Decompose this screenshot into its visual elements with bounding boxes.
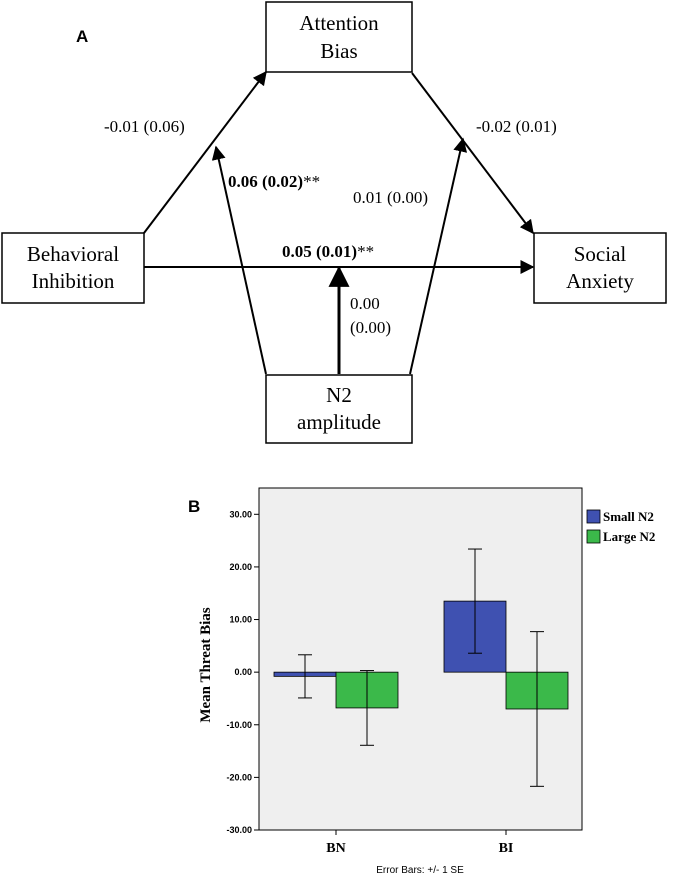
arrow-bi-to-ab (143, 70, 267, 234)
coef-n2-mod-c-se: (0.00) (350, 318, 391, 337)
node-behavioral-inhibition: Behavioral Inhibition (1, 232, 145, 304)
svg-text:amplitude: amplitude (297, 410, 381, 434)
coef-n2-mod-b: 0.01 (0.00) (353, 188, 428, 207)
coef-ab-to-sa: -0.02 (0.01) (476, 117, 557, 136)
svg-text:Bias: Bias (320, 39, 357, 63)
node-n2-amplitude: N2 amplitude (265, 374, 413, 444)
coef-bi-to-ab: -0.01 (0.06) (104, 117, 185, 136)
coef-bi-to-sa: 0.05 (0.01)** (282, 242, 374, 261)
arrow-n2-mod-b (409, 137, 468, 375)
legend-label-small: Small N2 (603, 509, 654, 524)
y-axis-title: Mean Threat Bias (198, 607, 214, 722)
y-tick-label: 30.00 (229, 509, 252, 519)
legend-swatch-small (586, 509, 601, 524)
svg-text:N2: N2 (326, 383, 352, 407)
error-bars-note: Error Bars: +/- 1 SE (376, 865, 464, 876)
error-bar-bn-small (298, 654, 312, 699)
y-tick-label: -30.00 (226, 825, 252, 835)
error-bar-bi-small (468, 548, 482, 654)
y-axis: 30.00 20.00 10.00 0.00 -10.00 -20.00 -30.00 (226, 509, 259, 835)
svg-text:Social: Social (574, 242, 627, 266)
arrow-n2-mod-a (211, 145, 267, 375)
node-social-anxiety: Social Anxiety (533, 232, 667, 304)
bars (273, 548, 569, 787)
coef-n2-mod-a: 0.06 (0.02)** (228, 172, 320, 191)
y-tick-label: 10.00 (229, 615, 252, 625)
path-arrows (143, 70, 535, 375)
plot-area (258, 487, 583, 831)
svg-text:Inhibition: Inhibition (32, 269, 115, 293)
panel-b: B 30.0020.0010.000.00-10.00-20.00-30.00 … (188, 487, 655, 876)
y-tick-label: -20.00 (226, 772, 252, 782)
error-bar-bi-large (530, 631, 544, 787)
legend: Small N2 Large N2 (586, 509, 655, 544)
y-tick-label: -10.00 (226, 720, 252, 730)
x-axis: BN BI (326, 830, 513, 856)
panel-a: A Attention Bias Behavioral Inhibition S… (1, 1, 667, 444)
x-tick-label: BN (326, 841, 345, 856)
error-bar-bn-large (360, 670, 374, 746)
svg-text:Behavioral: Behavioral (27, 242, 119, 266)
y-tick-label: 0.00 (234, 667, 252, 677)
x-tick-label: BI (499, 841, 514, 856)
svg-text:Anxiety: Anxiety (566, 269, 634, 293)
node-attention-bias: Attention Bias (265, 1, 413, 73)
y-tick-label: 20.00 (229, 562, 252, 572)
coef-n2-mod-c-value: 0.00 (350, 294, 380, 313)
legend-label-large: Large N2 (603, 529, 655, 544)
arrow-ab-to-sa (411, 72, 534, 235)
svg-text:Attention: Attention (299, 11, 379, 35)
legend-swatch-large (586, 529, 601, 544)
panel-a-label: A (76, 27, 88, 46)
panel-b-label: B (188, 497, 200, 516)
